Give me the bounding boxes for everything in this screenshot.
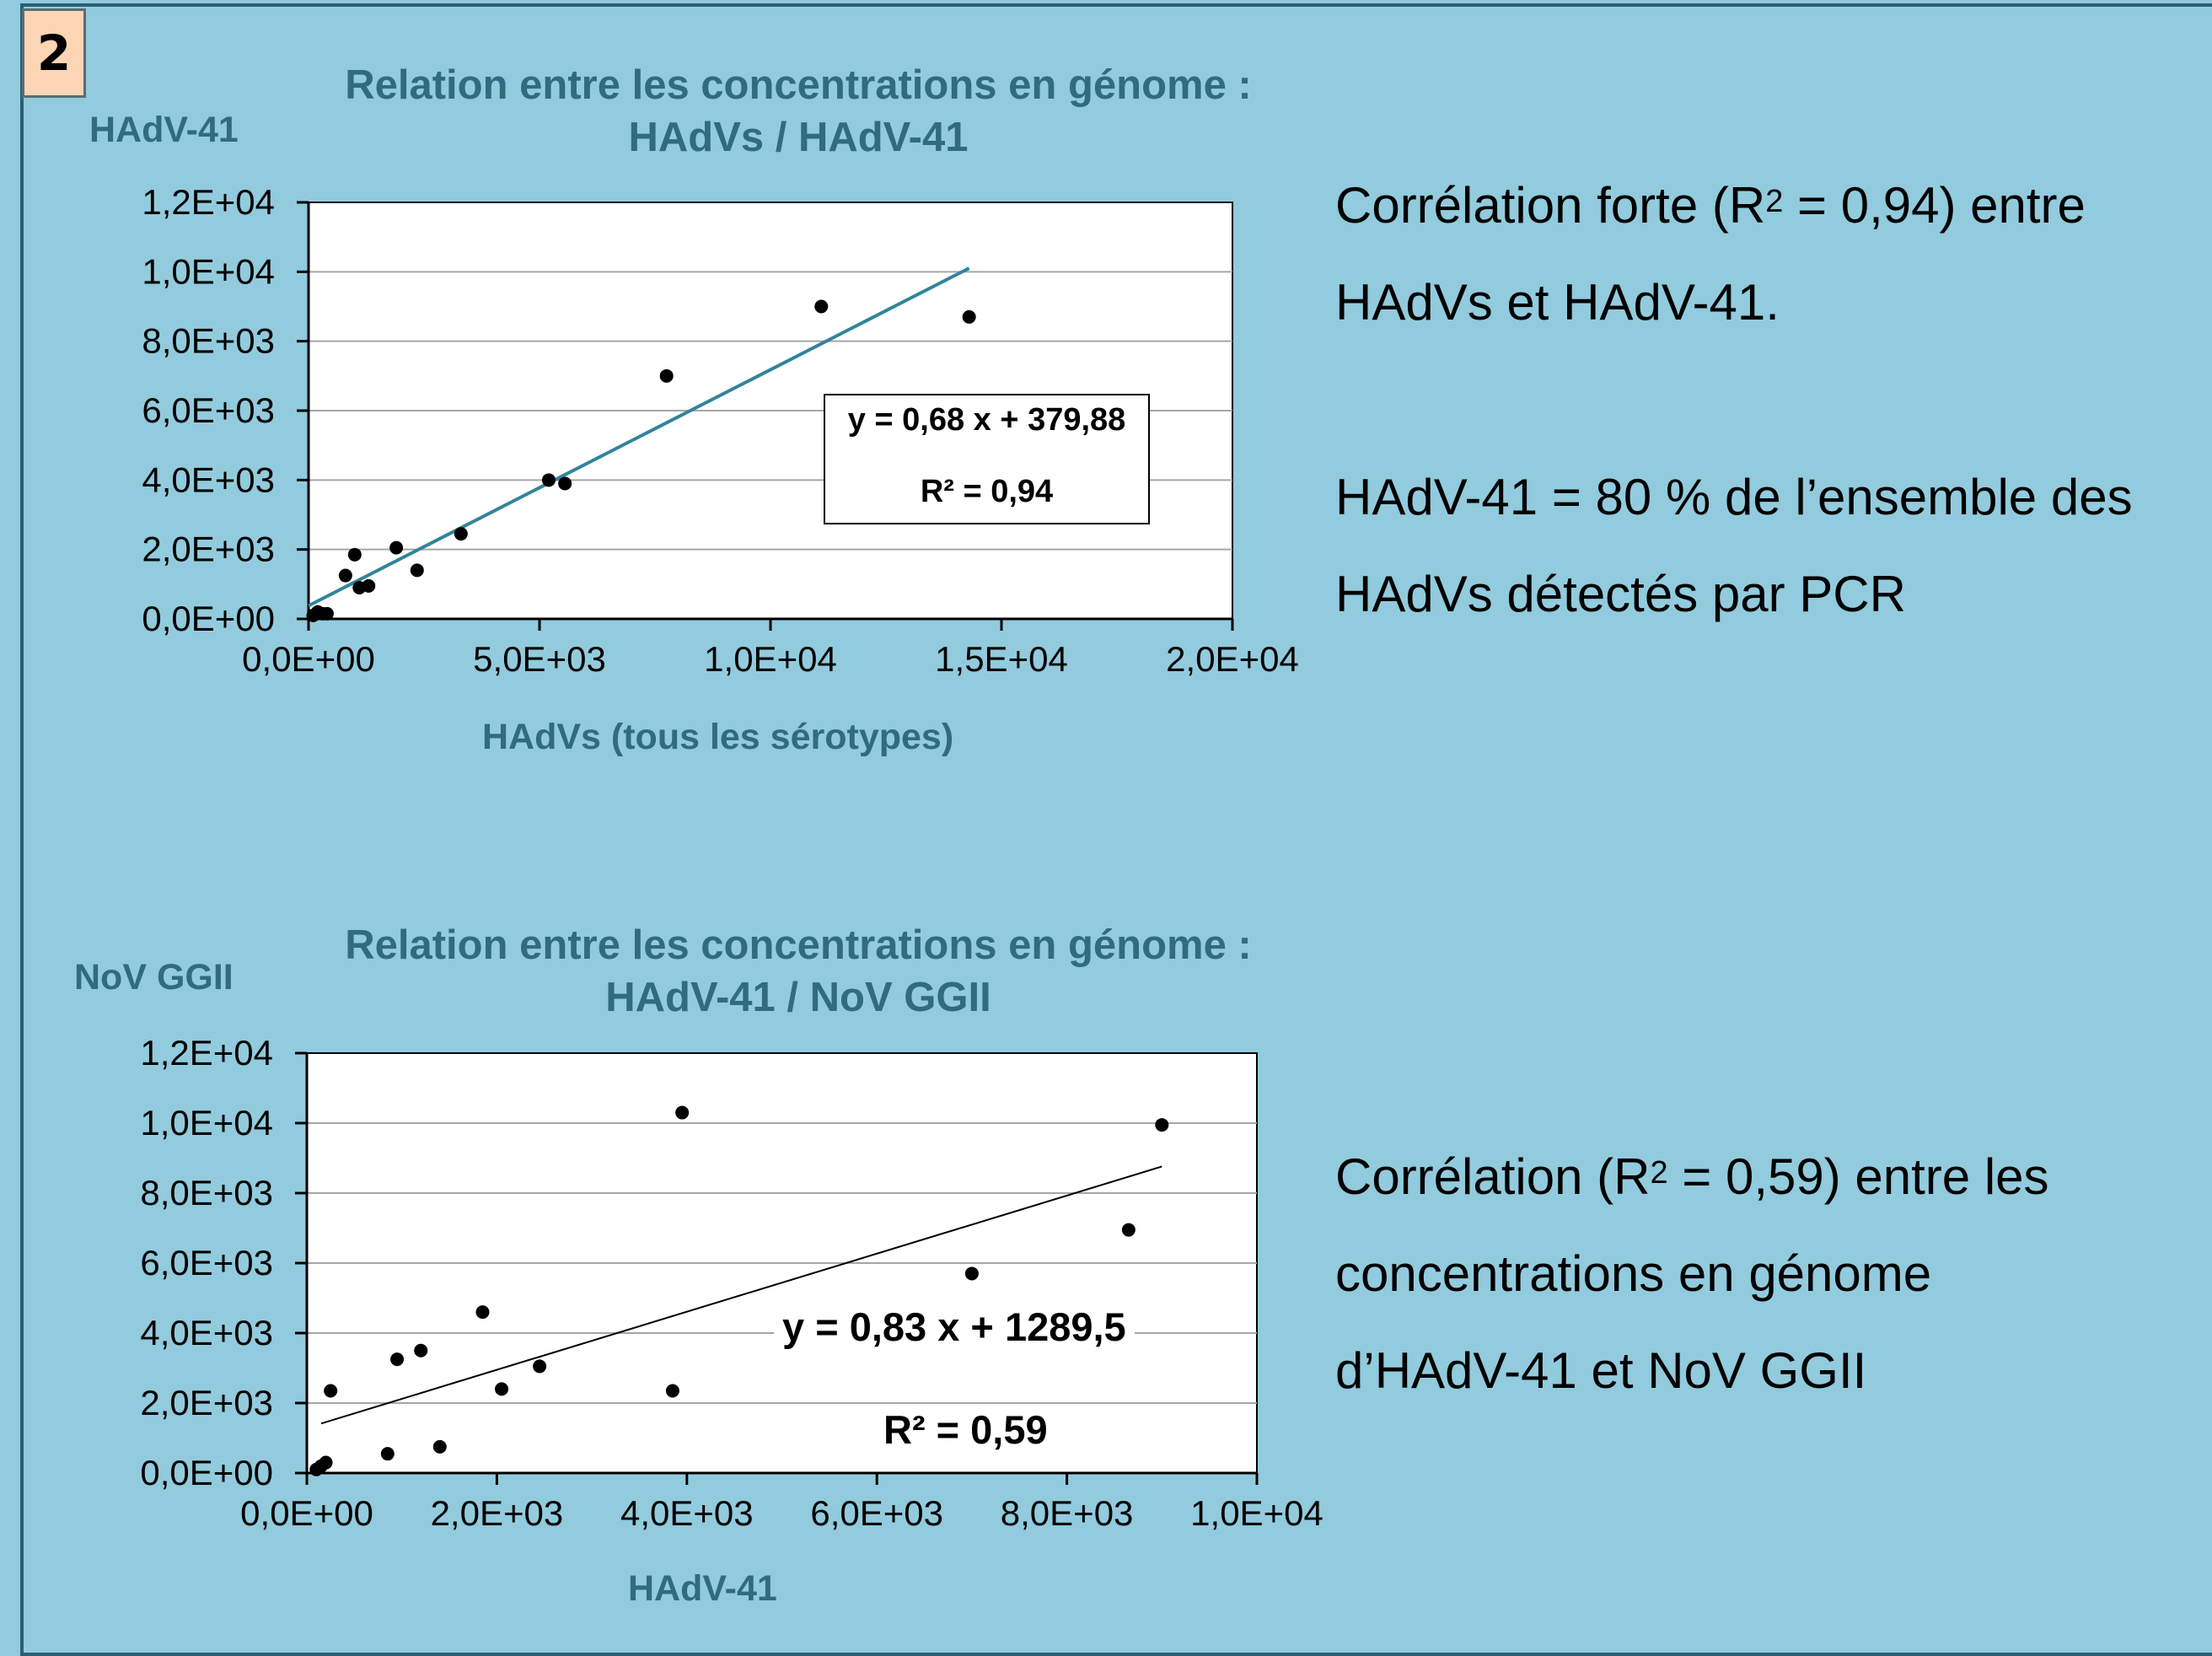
chart1-data-point	[410, 563, 424, 578]
chart2-y-tick-label: 4,0E+03	[140, 1313, 273, 1352]
chart2-title-line1: Relation entre les concentrations en gén…	[345, 922, 1252, 968]
note-proportion: HAdV-41 = 80 % de l’ensemble des HAdVs d…	[1335, 449, 2133, 643]
chart2-y-tick-label: 1,0E+04	[140, 1103, 273, 1143]
chart1-data-point	[347, 547, 362, 562]
note-correlation-nov-line1: Corrélation (R2 = 0,59) entre les	[1335, 1128, 2049, 1225]
chart1-x-axis-title: HAdVs (tous les sérotypes)	[482, 717, 954, 757]
chart1-y-tick-label: 1,2E+04	[142, 182, 275, 222]
chart1-y-tick-label: 6,0E+03	[142, 390, 275, 430]
chart2-x-tick-label: 1,0E+04	[1190, 1493, 1323, 1533]
chart2-y-tick-label: 0,0E+00	[140, 1453, 273, 1492]
note-proportion-line1: HAdV-41 = 80 % de l’ensemble des	[1335, 469, 2133, 525]
chart1-r-squared: R² = 0,94	[920, 474, 1054, 509]
chart1-data-point	[814, 299, 829, 314]
chart1-y-axis-title: HAdV-41	[89, 110, 239, 150]
chart1-data-point	[454, 527, 468, 541]
chart1-title-line1: Relation entre les concentrations en gén…	[345, 62, 1252, 108]
note-correlation-strong-line1: Corrélation forte (R2 = 0,94) entre	[1335, 157, 2086, 254]
chart1-title: Relation entre les concentrations en gén…	[305, 59, 1291, 164]
chart2-data-point	[432, 1439, 447, 1454]
chart1-data-point	[338, 568, 352, 583]
chart2-y-tick-label: 1,2E+04	[140, 1033, 273, 1073]
chart2-y-tick-label: 6,0E+03	[140, 1243, 273, 1282]
chart2-y-tick-label: 2,0E+03	[140, 1383, 273, 1422]
note1-text-pre: Corrélation forte (R	[1335, 177, 1766, 234]
note3-text-pre: Corrélation (R	[1335, 1148, 1651, 1205]
chart2-title: Relation entre les concentrations en gén…	[305, 919, 1291, 1024]
chart1-y-tick-label: 0,0E+00	[142, 599, 275, 638]
chart1-x-tick-label: 0,0E+00	[242, 639, 375, 679]
chart2-data-point	[1155, 1118, 1169, 1132]
panel-number-badge: 2	[22, 8, 86, 98]
chart2-data-point	[675, 1105, 690, 1120]
chart2-x-tick-label: 2,0E+03	[431, 1493, 564, 1533]
chart1-trendline-label: y = 0,68 x + 379,88 R² = 0,94	[824, 394, 1150, 524]
chart1-title-line2: HAdVs / HAdV-41	[628, 115, 969, 160]
chart2-x-tick-label: 8,0E+03	[1001, 1493, 1134, 1533]
chart2-data-point	[319, 1455, 333, 1470]
chart1-x-tick-label: 1,5E+04	[935, 639, 1068, 679]
chart2-x-tick-label: 6,0E+03	[810, 1493, 943, 1533]
chart1-x-tick-label: 1,0E+04	[704, 639, 837, 679]
chart1-y-tick-label: 8,0E+03	[142, 321, 275, 361]
note-correlation-strong-line2: HAdVs et HAdV-41.	[1335, 274, 1780, 331]
note1-superscript: 2	[1765, 184, 1784, 219]
chart2-data-point	[414, 1343, 428, 1358]
note1-text-post: = 0,94) entre	[1783, 177, 2086, 234]
chart1-data-point	[962, 309, 976, 324]
note3-superscript: 2	[1650, 1155, 1668, 1191]
chart2-y-axis-title: NoV GGII	[74, 957, 234, 997]
chart2-data-point	[495, 1382, 509, 1396]
chart2-data-point	[1121, 1223, 1136, 1237]
chart1-x-tick-label: 5,0E+03	[473, 639, 606, 679]
chart1-data-point	[558, 476, 572, 491]
chart2-x-tick-label: 0,0E+00	[240, 1493, 373, 1533]
chart2-data-point	[324, 1384, 338, 1398]
chart2-r-squared: R² = 0,59	[875, 1406, 1056, 1453]
chart1-trendline	[308, 266, 970, 608]
chart1-data-point	[541, 473, 556, 487]
note-correlation-nov-line2: concentrations en génome	[1335, 1245, 1932, 1302]
chart1-data-point	[362, 578, 376, 593]
chart2-data-point	[380, 1447, 395, 1461]
note-proportion-line2: HAdVs détectés par PCR	[1335, 566, 1906, 622]
chart1-y-tick-label: 1,0E+04	[142, 251, 275, 291]
chart2-title-line2: HAdV-41 / NoV GGII	[605, 975, 991, 1020]
chart2-x-tick-label: 4,0E+03	[620, 1493, 754, 1533]
note-correlation-nov-line3: d’HAdV-41 et NoV GGII	[1335, 1342, 1867, 1399]
chart1-data-point	[319, 606, 334, 621]
chart2-equation: y = 0,83 x + 1289,5	[774, 1304, 1135, 1350]
chart1-x-tick-label: 2,0E+04	[1166, 639, 1299, 679]
chart2-data-point	[475, 1305, 490, 1320]
chart1-data-point	[659, 368, 674, 383]
note-correlation-nov: Corrélation (R2 = 0,59) entre les concen…	[1335, 1128, 2049, 1419]
chart2-data-point	[665, 1384, 679, 1398]
chart1-y-tick-label: 4,0E+03	[142, 460, 275, 499]
chart2-trendline	[320, 1165, 1162, 1425]
chart2-x-axis-title: HAdV-41	[628, 1568, 777, 1609]
note3-text-post: = 0,59) entre les	[1667, 1148, 2049, 1205]
chart1-y-tick-label: 2,0E+03	[142, 530, 275, 569]
chart2-data-point	[964, 1266, 979, 1281]
chart1-equation: y = 0,68 x + 379,88	[847, 402, 1126, 438]
chart2-y-tick-label: 8,0E+03	[140, 1173, 273, 1212]
chart2-data-point	[390, 1352, 405, 1367]
note-correlation-strong: Corrélation forte (R2 = 0,94) entre HAdV…	[1335, 157, 2086, 351]
chart1-data-point	[389, 540, 404, 555]
chart2-data-point	[533, 1359, 547, 1374]
